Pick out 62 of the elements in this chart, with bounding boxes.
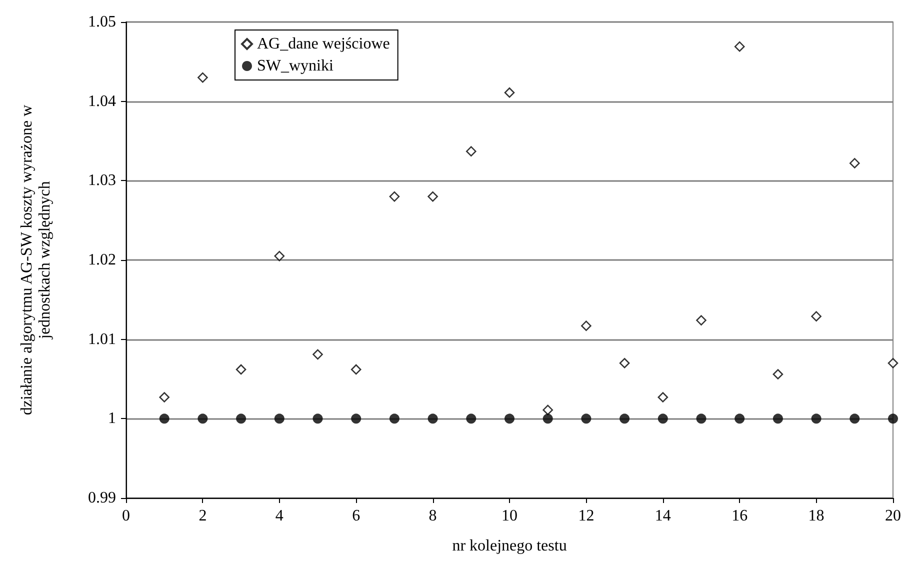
- point: [236, 414, 246, 424]
- y-axis-title: działanie algorytmu AG-SW koszty wyrażone w jednostkach względnych: [18, 104, 54, 416]
- point: [542, 404, 553, 416]
- x-tick-label: 0: [122, 508, 130, 524]
- point: [198, 414, 208, 424]
- point: [888, 358, 898, 368]
- point: [696, 414, 706, 424]
- point: [658, 414, 668, 424]
- x-tick-label: 4: [275, 508, 284, 524]
- point: [351, 414, 362, 424]
- x-tick-label: 10: [502, 508, 518, 524]
- point: [772, 369, 784, 380]
- point: [236, 364, 246, 375]
- point: [159, 414, 170, 424]
- point: [504, 414, 514, 424]
- point: [428, 191, 438, 202]
- point: [389, 414, 400, 424]
- x-axis-title: nr kolejnego testu: [452, 538, 567, 554]
- point: [274, 414, 284, 424]
- point: [274, 250, 285, 262]
- point: [159, 392, 170, 402]
- point: [350, 364, 362, 375]
- x-tick-label: 20: [885, 508, 901, 524]
- point: [581, 414, 592, 424]
- point: [389, 191, 400, 202]
- y-tick-label: 0.99: [88, 490, 116, 506]
- point: [466, 414, 476, 424]
- point: [504, 87, 515, 98]
- point: [542, 414, 553, 424]
- point: [734, 41, 745, 52]
- y-tick-label: 1.05: [88, 14, 116, 30]
- point: [581, 320, 592, 331]
- point: [696, 315, 706, 326]
- point: [888, 414, 898, 424]
- point: [772, 414, 783, 424]
- legend-label: SW_wyniki: [257, 58, 334, 74]
- y-tick-label: 1.03: [88, 172, 116, 190]
- point: [619, 358, 630, 368]
- point: [428, 414, 438, 424]
- x-tick-label: 18: [808, 508, 824, 524]
- point: [198, 72, 208, 83]
- y-tick-label: 1: [108, 410, 116, 428]
- legend-label: AG_dane wejściowe: [257, 36, 390, 52]
- x-tick-label: 8: [428, 508, 437, 524]
- x-tick-label: 16: [732, 508, 748, 524]
- point: [811, 311, 822, 322]
- y-tick-label: 1.01: [88, 330, 116, 348]
- x-tick-label: 6: [352, 508, 360, 524]
- point: [811, 414, 822, 424]
- point: [734, 414, 745, 424]
- x-tick-label: 2: [198, 508, 207, 524]
- point: [850, 158, 860, 168]
- x-tick-label: 12: [578, 508, 594, 524]
- point: [658, 392, 668, 402]
- point: [620, 414, 630, 424]
- point: [312, 349, 323, 360]
- point: [466, 146, 476, 156]
- point: [312, 414, 323, 424]
- y-tick-label: 1.02: [88, 252, 116, 268]
- y-tick-label: 1.04: [88, 92, 116, 110]
- x-tick-label: 14: [654, 508, 671, 524]
- point: [850, 414, 860, 424]
